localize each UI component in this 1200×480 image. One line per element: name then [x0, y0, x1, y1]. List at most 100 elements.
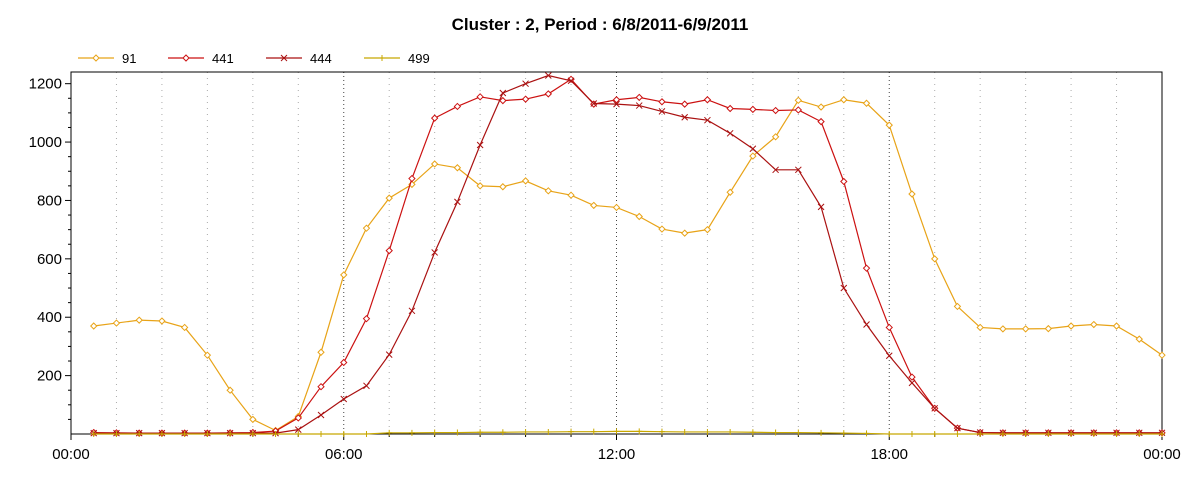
data-point	[249, 431, 256, 437]
series-499	[90, 428, 1165, 437]
data-point	[453, 102, 462, 111]
data-point	[317, 411, 325, 419]
data-point	[817, 117, 825, 126]
data-point	[954, 431, 961, 437]
data-point	[1068, 431, 1075, 437]
data-point	[135, 316, 143, 324]
data-point	[477, 429, 484, 436]
data-point	[704, 428, 711, 435]
data-point	[340, 271, 348, 279]
data-point	[908, 431, 915, 437]
data-point	[90, 322, 98, 330]
data-point	[318, 431, 325, 437]
data-point	[635, 212, 643, 221]
data-point	[386, 429, 393, 436]
x-tick-label: 00:00	[1143, 446, 1181, 463]
data-point	[680, 100, 689, 108]
data-point	[681, 428, 688, 435]
data-point	[544, 90, 553, 98]
data-point	[567, 191, 575, 199]
data-point	[568, 428, 575, 435]
data-point	[749, 145, 757, 153]
legend-label: 499	[408, 51, 430, 66]
data-point	[885, 352, 893, 360]
data-point	[681, 113, 689, 121]
x-tick-label: 18:00	[870, 446, 908, 463]
data-point	[113, 431, 120, 437]
data-point	[545, 428, 552, 435]
data-point	[226, 386, 234, 394]
data-point	[1136, 431, 1143, 437]
data-point	[749, 105, 757, 114]
y-tick-label: 800	[37, 192, 62, 209]
grid-layer	[115, 72, 1118, 434]
legend-label: 441	[212, 51, 234, 66]
data-point	[453, 164, 462, 172]
data-point	[726, 188, 734, 196]
y-tick-label: 200	[37, 368, 62, 385]
data-point	[136, 431, 143, 437]
data-point	[431, 249, 439, 256]
data-point	[840, 430, 847, 437]
data-point	[454, 198, 461, 206]
data-point	[749, 152, 757, 160]
data-point	[521, 177, 530, 185]
data-point	[862, 264, 871, 272]
data-point	[90, 431, 97, 437]
data-point	[408, 429, 415, 436]
data-point	[203, 351, 212, 359]
data-point	[976, 323, 984, 332]
data-point	[658, 225, 666, 233]
data-point	[931, 255, 939, 263]
legend-label: 444	[310, 51, 332, 66]
data-point	[544, 72, 552, 79]
data-point	[362, 314, 371, 323]
data-point	[954, 424, 961, 432]
series-91	[90, 96, 1166, 435]
data-point	[772, 429, 779, 436]
data-point	[885, 323, 893, 332]
data-point	[1045, 431, 1052, 437]
data-point	[1113, 431, 1120, 437]
data-point	[658, 108, 666, 115]
data-point	[499, 183, 507, 191]
data-point	[499, 96, 507, 105]
data-point	[476, 182, 484, 190]
x-tick-label: 12:00	[598, 446, 636, 463]
data-point	[522, 428, 529, 435]
y-tick-label: 1000	[29, 134, 62, 151]
data-point	[863, 430, 870, 437]
data-point	[112, 319, 121, 327]
chart-title: Cluster : 2, Period : 6/8/2011-6/9/2011	[452, 15, 749, 34]
data-point	[635, 102, 643, 109]
data-point	[590, 428, 597, 435]
data-point	[1158, 351, 1166, 359]
data-point	[431, 429, 438, 436]
data-point	[1090, 431, 1097, 437]
data-point	[294, 426, 302, 433]
series-line-444	[93, 74, 1162, 434]
x-tick-label: 06:00	[325, 446, 363, 463]
y-tick-label: 600	[37, 251, 62, 268]
data-point	[794, 106, 803, 114]
data-point	[158, 431, 165, 437]
data-point	[931, 404, 939, 412]
data-point	[635, 93, 643, 102]
data-point	[476, 93, 484, 101]
data-point	[499, 89, 507, 97]
data-point	[385, 194, 393, 202]
data-point	[1159, 431, 1165, 437]
data-point	[840, 96, 848, 104]
legend-item-444: 444	[266, 51, 332, 66]
data-point	[363, 431, 370, 437]
data-point	[544, 187, 553, 195]
data-point	[817, 103, 825, 111]
data-point	[249, 415, 257, 424]
series-layer	[90, 72, 1166, 437]
data-point	[295, 431, 302, 437]
data-point	[385, 351, 393, 358]
data-point	[227, 431, 234, 437]
legend-item-441: 441	[168, 51, 234, 66]
data-point	[840, 177, 848, 186]
legend-item-91: 91	[78, 51, 136, 66]
